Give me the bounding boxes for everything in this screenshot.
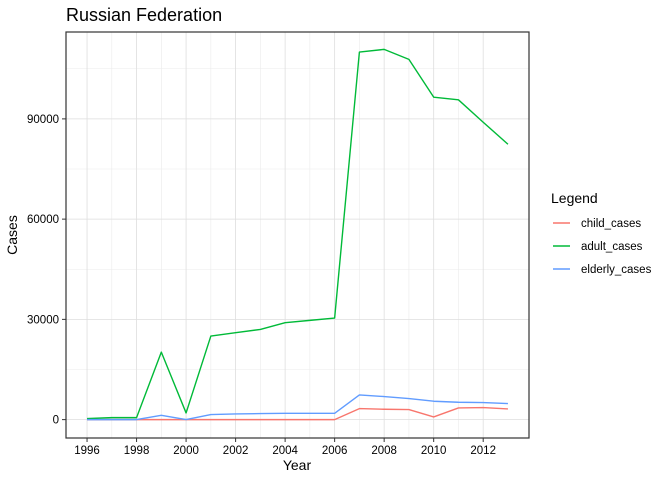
x-axis: 1996 1998 2000 2002 2004 2006 2008 2010 2012: [74, 438, 496, 457]
legend: Legend child_cases adult_cases elderly_cas…: [551, 190, 652, 276]
legend-title: Legend: [551, 190, 598, 206]
chart-title: Russian Federation: [66, 5, 222, 25]
x-axis-title: Year: [283, 457, 312, 473]
series-line-elderly_cases: [87, 394, 508, 421]
series-line-adult_cases: [87, 48, 509, 420]
y-tick-label: 30000: [27, 314, 59, 326]
x-tick-label: 2008: [371, 445, 397, 457]
y-tick-label: 90000: [27, 114, 59, 126]
y-axis-title: Cases: [4, 215, 20, 255]
x-tick-label: 2010: [421, 445, 447, 457]
legend-label-child_cases: child_cases: [581, 218, 641, 230]
grid-lines: [66, 32, 529, 438]
legend-label-adult_cases: adult_cases: [581, 241, 643, 253]
plot-panel-border: [65, 31, 530, 439]
x-tick-label: 2012: [470, 445, 496, 457]
x-tick-label: 2004: [272, 445, 298, 457]
legend-label-elderly_cases: elderly_cases: [581, 264, 652, 276]
x-tick-label: 2002: [223, 445, 249, 457]
x-tick-label: 1998: [124, 445, 150, 457]
x-tick-label: 2000: [173, 445, 199, 457]
x-tick-label: 2006: [322, 445, 348, 457]
y-axis: 0 30000 60000 90000: [27, 114, 66, 427]
y-tick-label: 0: [53, 415, 59, 427]
series-line-child_cases: [87, 406, 508, 421]
x-tick-label: 1996: [74, 445, 100, 457]
series-lines: [87, 48, 509, 421]
y-tick-label: 60000: [27, 214, 59, 226]
